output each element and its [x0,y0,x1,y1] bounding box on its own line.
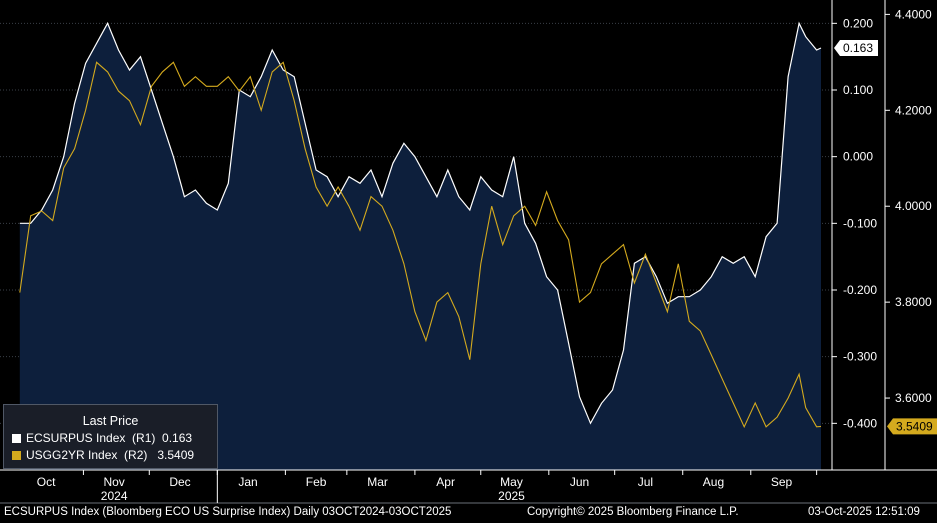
last-price-badge [834,40,878,56]
legend-entry-ecsurpus: ECSURPUS Index (R1) 0.163 [12,431,192,445]
legend: Last Price ECSURPUS Index (R1) 0.163 USG… [3,404,218,469]
x-month-label: Nov [103,475,124,489]
x-month-label: Jun [570,475,589,489]
axes [0,0,937,504]
r1-tick-label: -0.400 [843,416,877,430]
last-price-labels: 0.163 3.5409 [834,40,937,435]
r2-tick-label: 3.6000 [895,391,932,405]
r1-tick-label: -0.100 [843,216,877,230]
legend-label-ecsurpus: ECSURPUS Index (R1) 0.163 [26,431,193,445]
r1-tick-label: -0.300 [843,350,877,364]
chart-canvas: 0.200 0.100 0.000 -0.100 -0.200 -0.300 -0.400 4… [0,0,937,504]
x-year-label: 2025 [498,489,525,503]
legend-swatch-usgg2yr [12,451,21,460]
last-price-badge [887,418,937,435]
x-month-label: Sep [771,475,793,489]
x-month-label: May [500,475,523,489]
usgg2yr-series-line [19,61,822,429]
legend-entry-usgg2yr: USGG2YR Index (R2) 3.5409 [12,448,194,462]
x-month-label: Apr [436,475,455,489]
x-month-label: Jul [638,475,653,489]
last-price-value: 3.5409 [896,419,933,433]
legend-label-usgg2yr: USGG2YR Index (R2) 3.5409 [26,448,195,462]
x-month-label: Jan [238,475,257,489]
ecsurpus-area-fill [19,23,822,471]
x-year-label: 2024 [101,489,128,503]
footer-description: ECSURPUS Index (Bloomberg ECO US Surpris… [4,506,452,518]
footer-copyright: Copyright© 2025 Bloomberg Finance L.P. [527,506,739,518]
x-month-label: Mar [367,475,388,489]
r1-tick-label: 0.100 [843,83,873,97]
legend-title: Last Price [82,414,139,428]
r2-tick-label: 4.0000 [895,199,932,213]
x-month-label: Feb [306,475,327,489]
last-price-value: 0.163 [843,41,873,55]
ecsurpus-series-line [19,21,822,425]
r1-tick-label: 0.000 [843,150,873,164]
r2-tick-label: 3.8000 [895,295,932,309]
x-month-label: Aug [703,475,724,489]
r2-tick-label: 4.4000 [895,7,932,21]
footer-timestamp: 03-Oct-2025 12:51:09 [808,506,920,518]
x-month-label: Oct [37,475,56,489]
r1-tick-label: -0.200 [843,283,877,297]
tick-labels: 0.200 0.100 0.000 -0.100 -0.200 -0.300 -0.400 4… [37,7,932,503]
r2-tick-label: 4.2000 [895,103,932,117]
r1-tick-label: 0.200 [843,16,873,30]
legend-swatch-ecsurpus [12,434,21,443]
x-month-label: Dec [169,475,190,489]
